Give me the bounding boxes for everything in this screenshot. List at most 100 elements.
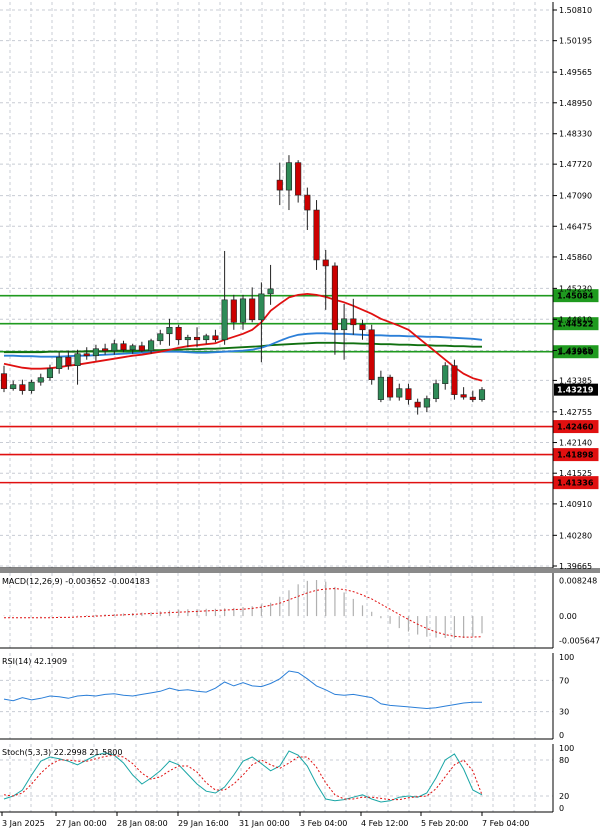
candle-bear [368, 329, 375, 380]
candle-bear [295, 162, 302, 196]
x-tick-label: 3 Feb 04:00 [300, 819, 347, 828]
price-tick-label: 1.42755 [559, 408, 592, 417]
candle-bull [10, 384, 17, 389]
price-tick-label: 1.49565 [559, 68, 592, 77]
candle-bear [331, 265, 338, 331]
price-tick-label: 1.44610 [559, 315, 592, 324]
candle-bear [322, 259, 329, 267]
macd-tick-label: -0.005647 [559, 636, 600, 645]
stoch-tick-label: 0 [559, 804, 564, 813]
support-label: 1.41336 [557, 479, 594, 488]
candle-bear [469, 396, 476, 400]
x-tick-label: 7 Feb 04:00 [482, 819, 529, 828]
candle-bull [221, 299, 228, 341]
candle-bull [432, 383, 440, 399]
stoch-d-line [3, 754, 483, 801]
rsi-line [3, 670, 482, 710]
candle-bull [148, 340, 155, 352]
candle-bear [304, 194, 311, 211]
candle-bull [129, 345, 136, 351]
x-tick-label: 31 Jan 00:00 [239, 819, 290, 828]
resistance-label: 1.43960 [557, 348, 594, 357]
rsi-tick-label: 0 [559, 731, 564, 740]
price-tick-label: 1.42140 [559, 439, 592, 448]
x-tick-label: 27 Jan 00:00 [56, 819, 107, 828]
candle-bull [28, 381, 35, 391]
rsi-tick-label: 100 [559, 653, 574, 662]
candle-bear [120, 343, 127, 351]
candle-bull [267, 288, 274, 295]
candles [0, 155, 486, 415]
candle-bear [387, 376, 394, 398]
candle-bull [203, 335, 210, 341]
resistance-label: 1.45084 [557, 292, 594, 301]
resistance-tag [553, 345, 599, 359]
x-tick-label: 4 Feb 12:00 [361, 819, 408, 828]
price-tick-label: 1.40280 [559, 531, 592, 540]
candle-bull [184, 336, 191, 341]
candle-bear [451, 365, 458, 395]
price-tick-label: 1.50810 [559, 6, 592, 15]
ma-red-line [3, 292, 483, 382]
ma-green-line [4, 341, 482, 354]
candle-bull [56, 356, 63, 369]
candle-bull [423, 398, 430, 408]
price-tick-label: 1.46475 [559, 222, 592, 231]
price-tick-label: 1.41525 [559, 469, 592, 478]
ma-blue-line [4, 332, 483, 358]
x-tick-label: 5 Feb 20:00 [421, 819, 468, 828]
macd-tick-label: 0.00 [559, 612, 577, 621]
price-tick-label: 1.45860 [559, 253, 592, 262]
candle-bull [166, 326, 173, 335]
candle-bull [157, 333, 164, 342]
macd-label: MACD(12,26,9) -0.003652 -0.004183 [2, 577, 150, 586]
candle-bear [193, 336, 201, 341]
rsi-panel: 100 70 30 0 [0, 653, 574, 740]
axis-labels: 1.50810 1.50195 1.49565 1.48950 1.48330 1.477… [1, 6, 592, 828]
stoch-label: Stoch(5,3,3) 22.2998 21.5800 [2, 748, 122, 757]
horizontal-levels: 1.45084 1.44522 1.43960 1.42460 1.41898 1.413… [0, 289, 599, 490]
support-label: 1.42460 [557, 423, 594, 432]
price-tick-label: 1.47090 [559, 192, 592, 201]
candle-bear [19, 384, 26, 391]
x-tick-label: 29 Jan 16:00 [178, 819, 229, 828]
axes [0, 2, 600, 813]
candle-bull [111, 343, 118, 352]
price-tick-label: 1.39665 [559, 562, 592, 571]
candle-bear [249, 298, 256, 321]
support-tag [553, 448, 599, 462]
moving-averages [3, 292, 483, 382]
candle-bear [414, 401, 421, 408]
support-tag [553, 476, 599, 490]
grid [0, 2, 553, 812]
candle-bear [276, 179, 283, 191]
price-tick-label: 1.40910 [559, 500, 592, 509]
price-tick-label: 1.47720 [559, 160, 592, 169]
price-tick-label: 1.43985 [559, 346, 592, 355]
stoch-tick-label: 100 [559, 744, 574, 753]
candle-bear [138, 345, 145, 352]
candle-bull [46, 368, 54, 378]
stoch-k-line [3, 750, 483, 803]
candle-bull [285, 162, 293, 191]
current-price-tag [554, 383, 598, 396]
candle-bear [460, 394, 467, 398]
price-tick-label: 1.48950 [559, 99, 592, 108]
candle-bull [37, 377, 44, 383]
stoch-tick-label: 80 [559, 756, 569, 765]
candle-bull [239, 298, 247, 323]
price-tick-label: 1.43385 [559, 376, 592, 385]
macd-panel: 0.008248 0.00 -0.005647 [3, 577, 600, 645]
candle-bull [478, 389, 486, 400]
candle-bear [313, 209, 320, 261]
support-tag [553, 420, 599, 434]
macd-tick-label: 0.008248 [559, 577, 597, 586]
current-price-label: 1.43219 [557, 386, 594, 395]
candle-bear [359, 324, 366, 331]
stoch-tick-label: 20 [559, 792, 569, 801]
rsi-label: RSI(14) 42.1909 [2, 657, 67, 666]
candle-bear [0, 373, 8, 389]
candle-bull [341, 318, 348, 331]
price-tick-label: 1.45230 [559, 284, 592, 293]
